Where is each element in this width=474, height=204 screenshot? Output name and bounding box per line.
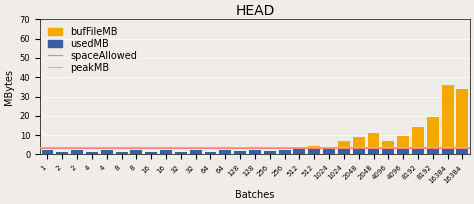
Bar [279,150,291,154]
Bar [338,141,350,154]
Bar [383,141,394,154]
Bar [442,85,454,154]
Bar [367,149,379,154]
Bar [130,150,142,154]
Bar [279,150,291,154]
Bar [308,149,320,154]
Bar [323,149,335,154]
Bar [367,133,379,154]
Bar [86,152,98,154]
Y-axis label: MBytes: MBytes [4,69,14,105]
Bar [146,152,157,154]
Bar [42,150,54,154]
Bar [397,149,409,154]
Bar [412,149,424,154]
Bar [219,150,231,154]
Legend: bufFileMB, usedMB, spaceAllowed, peakMB: bufFileMB, usedMB, spaceAllowed, peakMB [45,24,140,76]
Bar [130,150,142,154]
Bar [338,149,350,154]
Bar [412,128,424,154]
Bar [353,149,365,154]
Bar [383,149,394,154]
Title: HEAD: HEAD [235,4,274,18]
Bar [190,150,201,154]
Bar [308,146,320,154]
Bar [456,89,468,154]
Bar [42,150,54,154]
Bar [56,152,68,154]
Bar [397,136,409,154]
Bar [427,149,439,154]
Bar [456,149,468,154]
Bar [175,152,187,154]
Bar [249,150,261,154]
Bar [160,150,172,154]
Bar [293,150,305,154]
Bar [71,150,83,154]
Bar [116,152,128,154]
Bar [205,152,217,154]
Bar [234,151,246,154]
Bar [353,137,365,154]
Bar [71,150,83,154]
Bar [249,150,261,154]
Bar [160,150,172,154]
Bar [264,151,276,154]
Bar [427,117,439,154]
Bar [101,150,113,154]
Bar [190,150,201,154]
Bar [442,149,454,154]
Bar [323,150,335,154]
Bar [101,150,113,154]
Bar [219,150,231,154]
X-axis label: Batches: Batches [235,190,274,200]
Bar [293,149,305,154]
